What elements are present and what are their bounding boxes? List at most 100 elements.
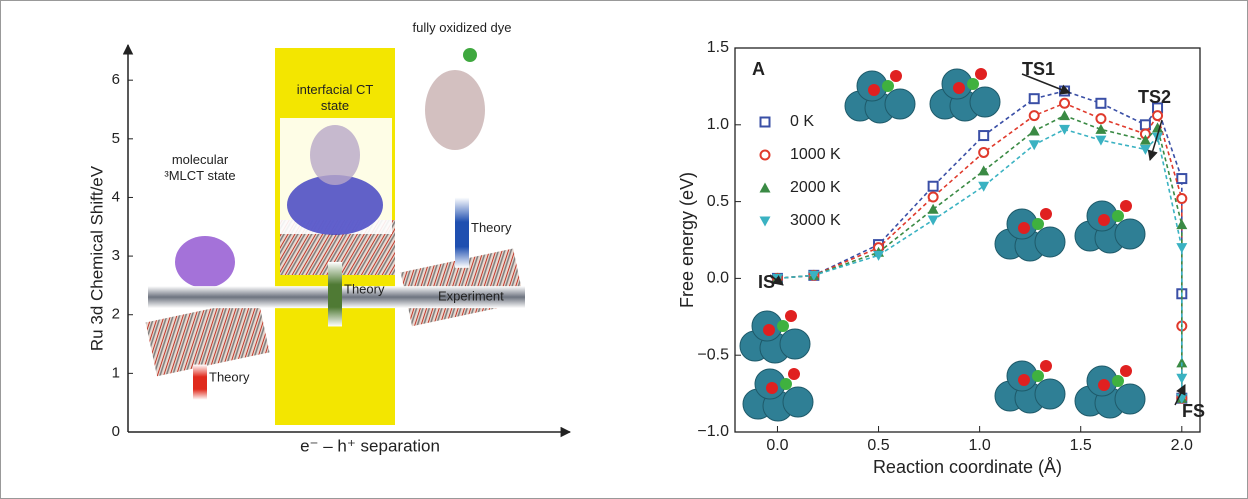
marker [873,250,885,261]
y-tick-label: 1 [112,364,120,381]
x-tick-label: 2.0 [1171,437,1193,454]
marker [759,149,771,161]
x-axis-label: e⁻ – h⁺ separation [300,436,440,455]
atom-illustration [868,84,880,96]
y-axis-label: Ru 3d Chemical Shift/eV [87,165,106,351]
annotation-arrow [1021,73,1071,95]
plot-frame [734,47,1201,433]
category-label: interfacial CT state [296,82,374,113]
y-tick-label: 0.0 [707,270,729,287]
marker [1059,110,1071,121]
marker [759,182,771,193]
theory-range [193,364,207,400]
atom-illustration [782,386,814,418]
marker [1028,140,1040,151]
atom-illustration [1120,365,1132,377]
atom-illustration [777,320,789,332]
orbital-illustration [175,236,235,288]
marker [927,191,939,203]
marker [759,216,771,227]
marker [1176,173,1188,185]
marker [1139,144,1151,155]
marker [1028,125,1040,136]
category-label: fully oxidized dye [412,20,512,35]
atom-illustration [975,68,987,80]
x-tick-label: 0.0 [766,437,788,454]
atom-illustration [1114,218,1146,250]
marker [1095,113,1107,125]
atom-illustration [1040,360,1052,372]
y-tick-label: −1.0 [697,423,729,440]
atom-illustration [785,310,797,322]
marker [1028,110,1040,122]
marker [1095,135,1107,146]
marker [1095,123,1107,134]
y-axis-label: Free energy (eV) [677,172,697,308]
atom-illustration [1120,200,1132,212]
marker [1139,134,1151,145]
y-tick-label: 4 [112,188,120,205]
atom-illustration [1034,226,1066,258]
marker [927,180,939,192]
theory-range [455,197,469,268]
x-tick-label: 0.5 [867,437,889,454]
legend-label: 1000 K [790,146,841,163]
marker [978,146,990,158]
atom-illustration [1114,383,1146,415]
x-tick-label: 1.0 [969,437,991,454]
range-label: Theory [344,282,385,297]
marker [1176,193,1188,205]
atom-illustration [1032,218,1044,230]
marker [927,203,939,214]
marker [1152,132,1164,143]
annotation-arrow [1147,119,1163,162]
surface-illustration [145,298,270,377]
y-tick-label: 0 [112,423,120,440]
y-tick-label: 0.5 [707,193,729,210]
atom-illustration [953,82,965,94]
orbital-illustration [287,175,383,235]
atom-illustration [967,78,979,90]
annotation-arrow [1174,384,1186,406]
right-panel: 0.0 0.5 1.0 1.5 2.0 −1.0 −0.5 0.0 0.5 1.0 1.5 React… [677,39,1205,477]
annotation: TS2 [1138,87,1171,107]
range-label: Theory [209,370,250,385]
annotation: IS [758,272,775,292]
marker [927,215,939,226]
range-label: Theory [471,220,512,235]
atom-illustration [1112,210,1124,222]
molecule-illustration [463,48,477,62]
marker [808,270,820,281]
atom-illustration [882,80,894,92]
legend-label: 2000 K [790,179,841,196]
x-axis-label: Reaction coordinate (Å) [873,457,1062,477]
legend-label: 3000 K [790,212,841,229]
annotation: TS1 [1022,59,1055,79]
marker [1152,110,1164,122]
y-tick-label: 3 [112,247,120,264]
marker [1059,97,1071,109]
atom-illustration [1040,208,1052,220]
marker [1176,373,1188,384]
x-tick-label: 1.5 [1070,437,1092,454]
y-tick-label: 2 [112,306,120,323]
annotation: A [752,59,765,79]
molecule-illustration [310,125,360,185]
atom-illustration [1018,374,1030,386]
category-label: molecular ³MLCT state [164,152,236,183]
y-tick-label: 6 [112,71,120,88]
marker [1176,357,1188,368]
y-tick-label: 5 [112,130,120,147]
marker [1028,93,1040,105]
annotation: FS [1182,401,1205,421]
atom-illustration [1032,370,1044,382]
y-tick-label: 1.5 [707,39,729,56]
marker [1059,124,1071,135]
marker [1176,243,1188,254]
marker [1152,122,1164,133]
atom-illustration [969,86,1001,118]
atom-illustration [1034,378,1066,410]
atom-illustration [780,378,792,390]
